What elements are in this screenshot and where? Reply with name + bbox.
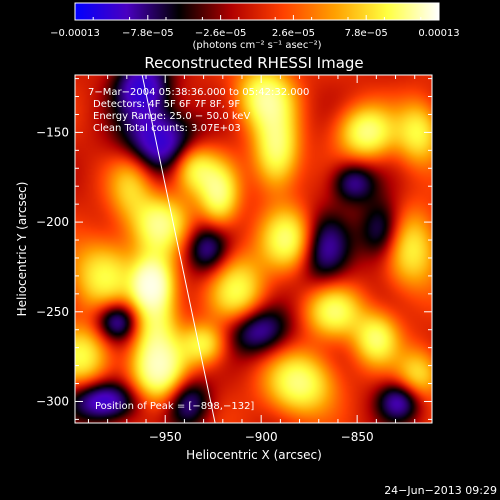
annotation-time-range: 7−Mar−2004 05:38:36.000 to 05:42:32.000 xyxy=(88,87,309,98)
annotation-clean-counts: Clean Total counts: 3.07E+03 xyxy=(93,123,241,134)
colorbar-tick-label: −7.8e−05 xyxy=(122,28,174,39)
y-tick-label: −150 xyxy=(36,125,69,139)
annotation-detectors: Detectors: 4F 5F 6F 7F 8F, 9F xyxy=(93,99,240,110)
x-tick-label: −900 xyxy=(245,430,278,444)
x-axis-label: Heliocentric X (arcsec) xyxy=(186,448,322,462)
x-axis: −950 −900 −850 xyxy=(87,75,416,444)
colorbar-tick-label: −2.6e−05 xyxy=(195,28,247,39)
peak-position-label: Position of Peak = [−898,−132] xyxy=(95,401,254,412)
y-tick-label: −250 xyxy=(36,305,69,319)
solar-limb-line xyxy=(141,75,216,423)
y-tick-label: −300 xyxy=(36,394,69,408)
x-tick-label: −850 xyxy=(341,430,374,444)
colorbar-tick-label: 7.8e−05 xyxy=(345,28,388,39)
colorbar xyxy=(74,2,440,21)
heatmap-image xyxy=(75,75,432,423)
x-tick-label: −950 xyxy=(149,430,182,444)
colorbar-tick-label: 2.6e−05 xyxy=(272,28,315,39)
colorbar-tick-label: −0.00013 xyxy=(50,28,100,39)
plot-frame xyxy=(74,74,433,424)
colorbar-unit-label: (photons cm⁻² s⁻¹ asec⁻²) xyxy=(192,40,321,51)
annotation-block: 7−Mar−2004 05:38:36.000 to 05:42:32.000 … xyxy=(88,87,309,134)
y-axis: −150 −200 −250 −300 xyxy=(36,78,432,420)
y-tick-label: −200 xyxy=(36,215,69,229)
colorbar-ticks: −0.00013 −7.8e−05 −2.6e−05 2.6e−05 7.8e−05 0.… xyxy=(50,15,460,39)
footer-date: 24−Jun−2013 09:29 xyxy=(384,484,497,497)
annotation-energy-range: Energy Range: 25.0 − 50.0 keV xyxy=(93,111,250,122)
chart-title: Reconstructed RHESSI Image xyxy=(144,54,363,72)
y-axis-label: Heliocentric Y (arcsec) xyxy=(15,182,29,317)
colorbar-tick-label: 0.00013 xyxy=(418,28,459,39)
